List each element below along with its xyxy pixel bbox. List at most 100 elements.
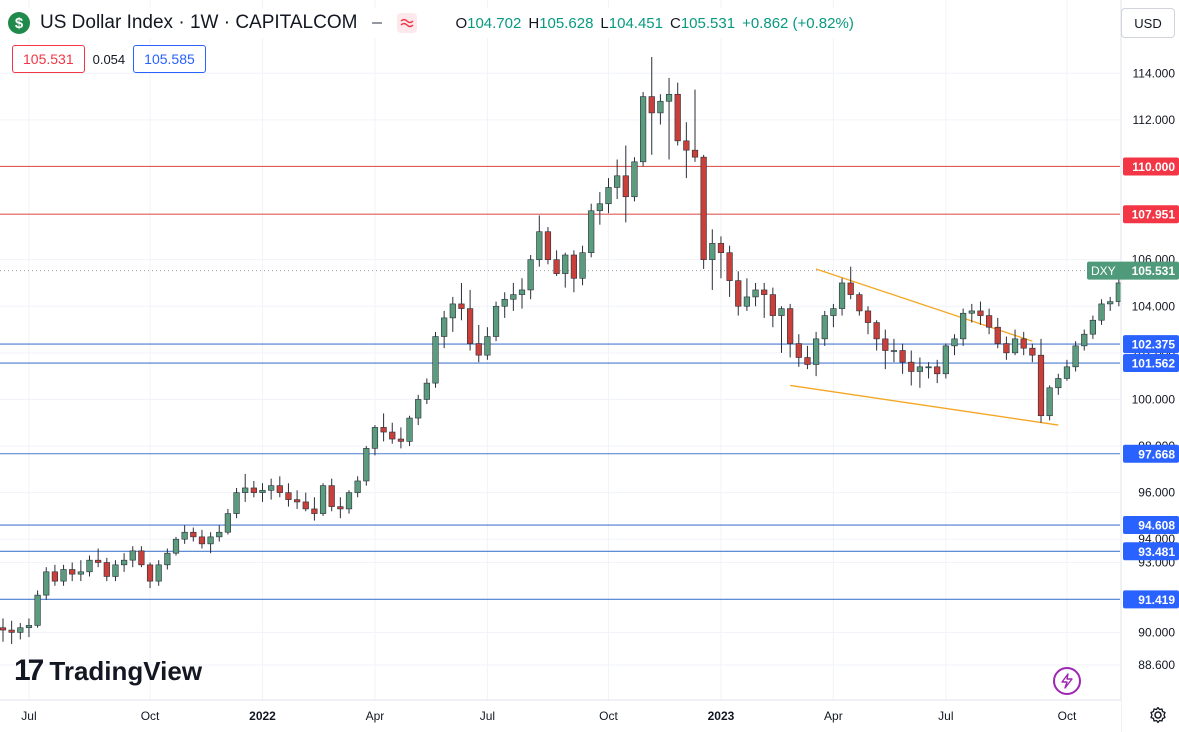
candle-6: [51, 564, 58, 586]
ohlc-change: +0.862 (+0.82%): [742, 14, 854, 32]
candle-body-54: [466, 308, 474, 344]
candle-122: [1055, 373, 1062, 395]
candle-63: [544, 227, 552, 265]
candle-43: [371, 425, 379, 456]
level-label-bg-0: [1123, 157, 1179, 176]
wave-icon[interactable]: [397, 13, 418, 33]
candle-127: [1098, 299, 1105, 325]
candle-body-15: [129, 550, 136, 561]
candle-body-43: [371, 427, 379, 449]
candle-body-86: [743, 296, 750, 307]
time-axis[interactable]: Jul Oct 2022 Apr Jul Oct 2023 Apr Jul Oct: [0, 699, 1121, 732]
buy-button[interactable]: 105.585: [133, 45, 206, 73]
candle-body-16: [138, 550, 145, 566]
candle-body-80: [691, 149, 699, 158]
candle-42: [363, 446, 370, 486]
candle-body-36: [311, 508, 318, 514]
candle-85: [735, 271, 742, 316]
candle-body-8: [69, 569, 76, 575]
ohlc-open: O104.702: [455, 14, 522, 32]
candle-body-50: [432, 336, 439, 384]
candle-body-76: [657, 100, 664, 114]
candle-46: [397, 427, 405, 449]
level-label-1: 107.951: [1123, 205, 1179, 224]
candle-body-55: [475, 343, 482, 356]
candle-body-114: [985, 315, 993, 328]
candle-41: [354, 476, 361, 498]
horizontal-levels: [0, 165, 1120, 600]
candle-body-48: [415, 399, 422, 419]
candle-27: [233, 487, 240, 519]
candle-body-27: [233, 492, 240, 514]
candle-body-109: [942, 345, 949, 375]
candle-body-78: [674, 93, 681, 142]
price-axis[interactable]: 88.60090.00093.00094.00096.00098.000100.…: [1087, 0, 1179, 732]
quote-row: 105.531 0.054 105.585: [12, 45, 206, 73]
candle-77: [665, 77, 673, 160]
candle-1: [8, 620, 15, 645]
gear-icon[interactable]: [1146, 703, 1170, 727]
candle-88: [761, 282, 768, 318]
candle-115: [994, 317, 1001, 349]
candle-108: [934, 359, 941, 384]
candle-78: [674, 82, 681, 146]
candle-body-127: [1098, 303, 1105, 321]
minus-icon[interactable]: [367, 13, 387, 33]
currency-selector[interactable]: USD: [1121, 8, 1175, 38]
candle-body-66: [570, 254, 577, 279]
candle-body-89: [769, 294, 776, 316]
candle-60: [518, 278, 526, 309]
price-tick-label-0: 88.600: [1138, 658, 1175, 672]
candle-body-40: [345, 492, 353, 510]
level-label-text-4: 97.668: [1138, 447, 1175, 461]
lightning-icon[interactable]: [1053, 667, 1081, 695]
time-tick-label-4: Jul: [480, 709, 495, 723]
candle-body-64: [553, 259, 560, 274]
candle-body-23: [198, 536, 206, 545]
current-price-value: 105.531: [1132, 264, 1176, 278]
chart-header: $ US Dollar Index · 1W · CAPITALCOM O104…: [8, 8, 860, 38]
candle-110: [951, 334, 958, 356]
candle-body-2: [17, 627, 24, 633]
candle-body-115: [994, 326, 1001, 344]
candle-9: [77, 560, 84, 582]
candle-54: [466, 289, 474, 351]
candle-92: [795, 334, 802, 367]
ohlc-high: H105.628: [528, 14, 594, 32]
candle-39: [337, 497, 344, 519]
candle-body-39: [337, 506, 344, 510]
candle-45: [389, 422, 396, 444]
symbol-title[interactable]: US Dollar Index · 1W · CAPITALCOM: [40, 12, 358, 33]
level-label-text-5: 94.608: [1138, 519, 1175, 533]
candle-body-13: [112, 564, 119, 577]
candle-116: [1003, 336, 1010, 360]
candle-body-46: [397, 438, 405, 442]
candle-body-95: [821, 315, 828, 340]
candle-91: [787, 303, 794, 358]
candle-82: [709, 229, 716, 290]
candle-body-117: [1011, 338, 1019, 354]
current-price-symbol: DXY: [1091, 264, 1116, 278]
candle-body-37: [319, 485, 327, 514]
candle-body-10: [86, 559, 93, 573]
candle-body-110: [951, 338, 958, 347]
candle-51: [441, 310, 448, 349]
candle-66: [570, 250, 577, 293]
candle-61: [527, 255, 534, 300]
candle-body-90: [778, 308, 785, 316]
candle-64: [553, 250, 560, 276]
candle-body-49: [423, 382, 430, 400]
price-tick-label-10: 112.000: [1133, 113, 1176, 127]
candle-body-28: [242, 487, 249, 493]
candle-body-94: [812, 338, 820, 365]
candle-7: [60, 564, 67, 586]
time-tick-label-6: 2023: [708, 709, 735, 723]
sell-button[interactable]: 105.531: [12, 45, 85, 73]
candle-70: [605, 178, 612, 214]
candle-body-99: [856, 294, 863, 312]
level-label-text-3: 101.562: [1132, 357, 1176, 371]
candle-body-119: [1029, 347, 1036, 356]
candle-body-21: [181, 531, 188, 540]
level-label-text-6: 93.481: [1138, 545, 1175, 559]
